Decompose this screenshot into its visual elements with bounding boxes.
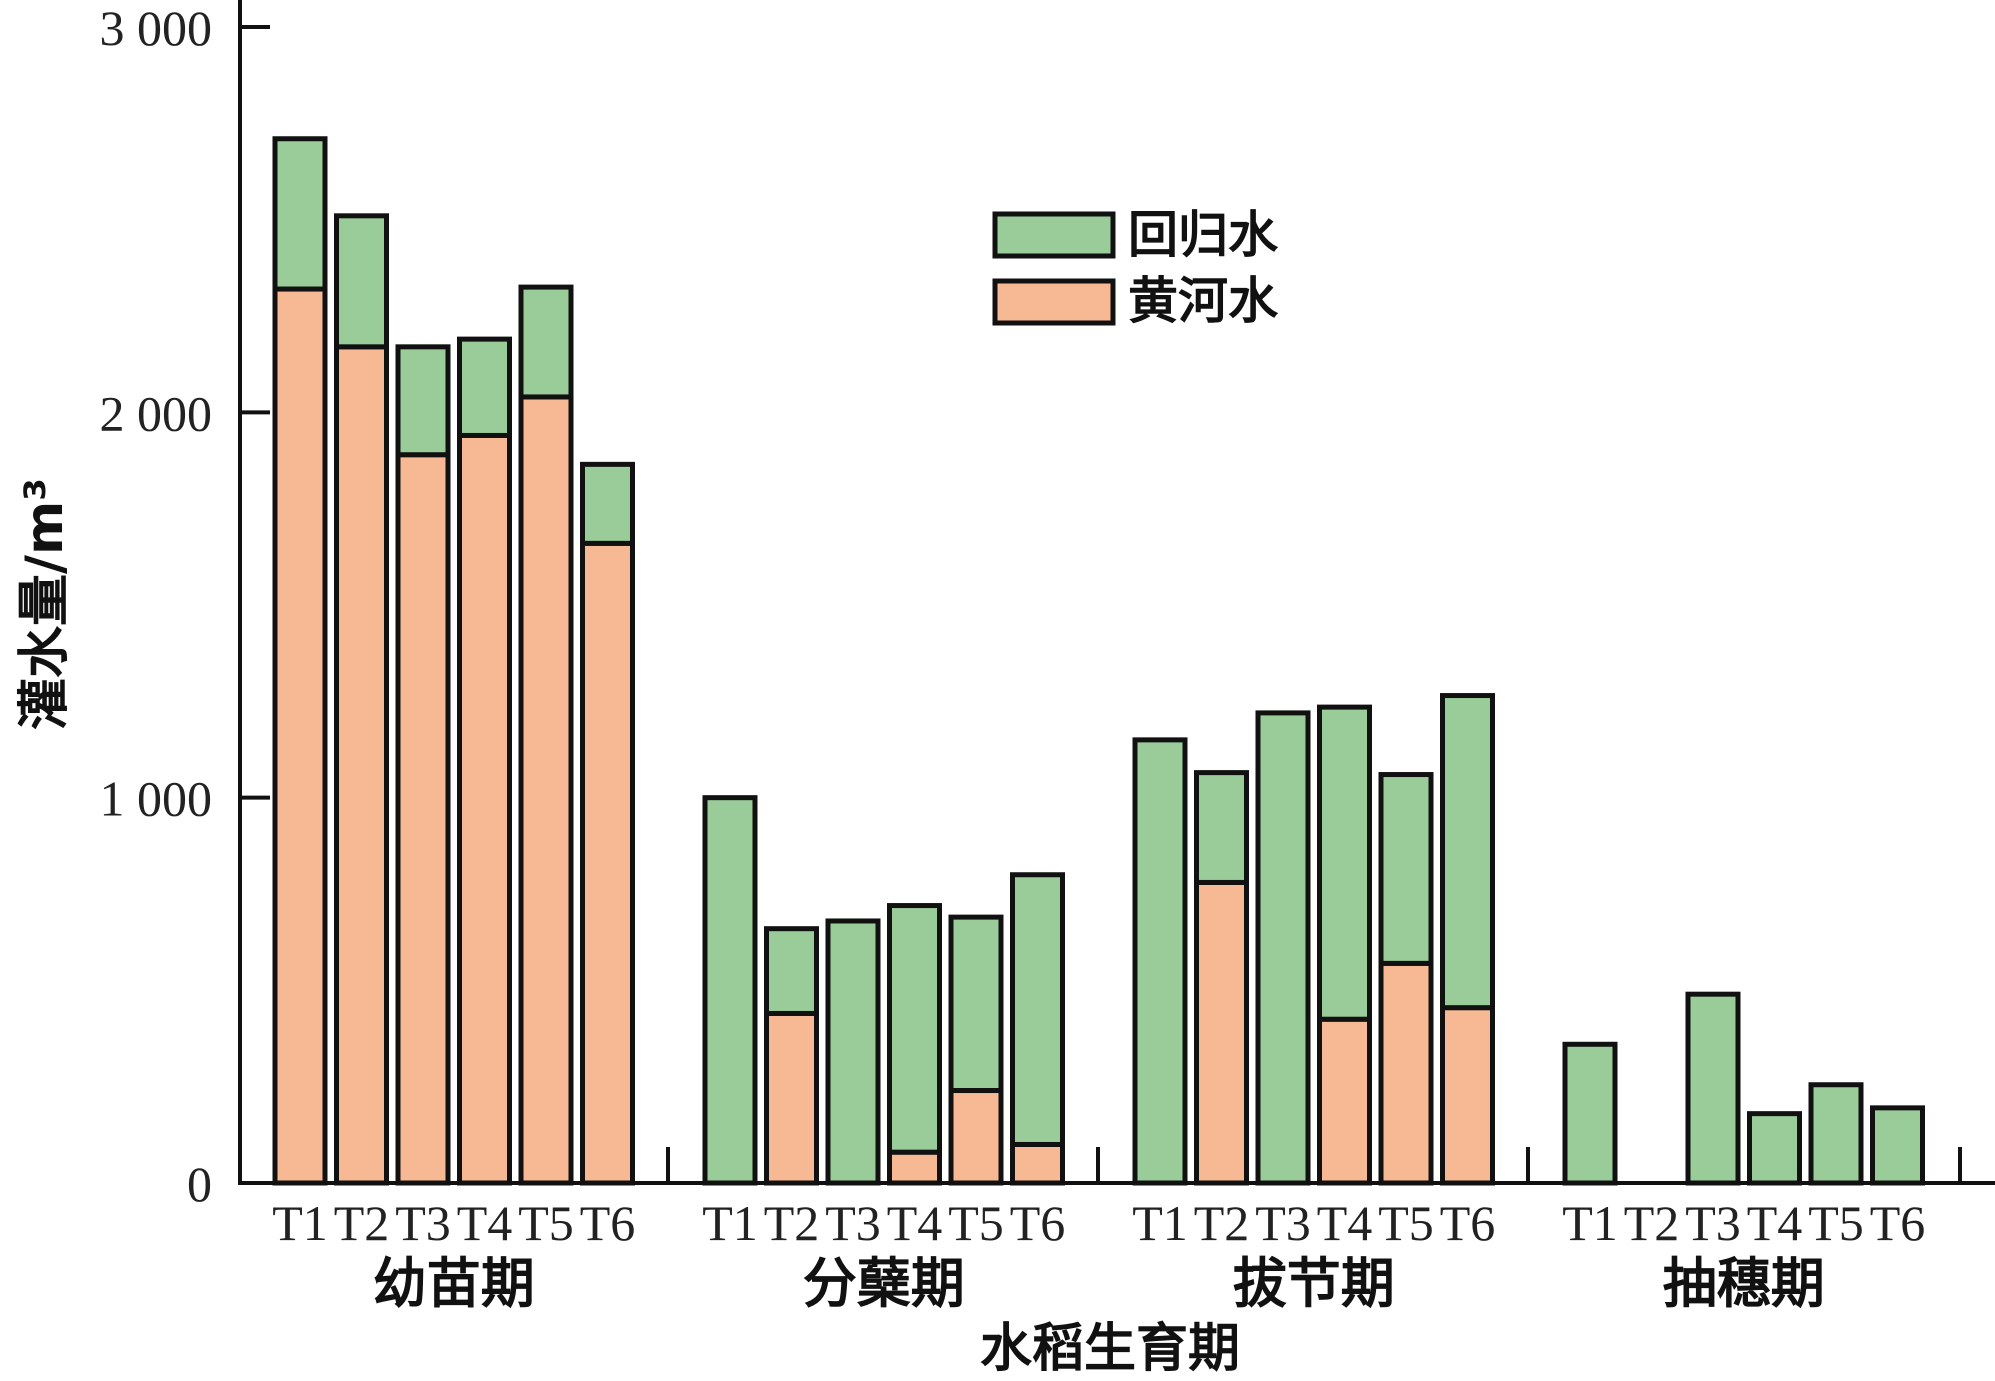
bar-3-t1-return-water xyxy=(1562,1041,1618,1186)
y-axis-title: 灌水量/m³ xyxy=(15,478,75,730)
bar-2-t5-yellow-river-water xyxy=(1378,960,1434,1186)
bar-0-t4-return-water xyxy=(457,336,512,438)
bar-0-t2-yellow-river-water xyxy=(334,344,389,1186)
bar-2-t4-return-water xyxy=(1317,704,1372,1022)
x-tick-label-1-t2: T2 xyxy=(764,1195,820,1251)
bar-2-t2-yellow-river-water xyxy=(1194,879,1249,1186)
x-tick-label-0-t2: T2 xyxy=(334,1195,390,1251)
bar-0-t4-yellow-river-water xyxy=(457,432,512,1186)
legend: 回归水 黄河水 xyxy=(992,206,1279,330)
x-tick-label-2-t4: T4 xyxy=(1317,1195,1373,1251)
bar-2-t5-return-water xyxy=(1378,772,1434,966)
group-label-1: 分蘖期 xyxy=(803,1252,965,1315)
x-tick-label-3-t4: T4 xyxy=(1747,1195,1803,1251)
bar-1-t5-yellow-river-water xyxy=(948,1088,1004,1186)
x-tick-label-0-t3: T3 xyxy=(395,1195,451,1251)
bar-0-t3-return-water xyxy=(395,344,451,458)
x-tick-label-1-t3: T3 xyxy=(825,1195,881,1251)
bar-0-t1-return-water xyxy=(272,136,328,292)
bar-3-t6-return-water xyxy=(1870,1105,1925,1186)
bar-0-t5-yellow-river-water xyxy=(518,394,574,1186)
x-tick-label-0-t6: T6 xyxy=(580,1195,636,1251)
bar-1-t6-yellow-river-water xyxy=(1010,1141,1065,1186)
bar-0-t3-yellow-river-water xyxy=(395,452,451,1186)
bar-1-t1-return-water xyxy=(702,795,758,1186)
legend-swatch-return-water xyxy=(992,211,1116,259)
bars-layer xyxy=(272,136,1925,1186)
bar-2-t3-return-water xyxy=(1255,710,1311,1186)
x-axis-title: 水稻生育期 xyxy=(980,1319,1240,1379)
bar-2-t2-return-water xyxy=(1194,770,1249,885)
bar-0-t2-return-water xyxy=(334,213,389,350)
x-tick-label-3-t6: T6 xyxy=(1870,1195,1926,1251)
legend-swatch-yellow-river-water xyxy=(992,278,1116,326)
legend-label-yellow-river-water: 黄河水 xyxy=(1128,272,1279,330)
group-label-3: 抽穗期 xyxy=(1663,1252,1825,1315)
bar-2-t6-return-water xyxy=(1440,693,1495,1011)
bar-1-t2-return-water xyxy=(764,926,819,1016)
bar-3-t5-return-water xyxy=(1808,1082,1864,1186)
bar-2-t4-yellow-river-water xyxy=(1317,1016,1372,1186)
x-tick-label-2-t5: T5 xyxy=(1378,1195,1434,1251)
bar-3-t3-return-water xyxy=(1685,991,1741,1186)
bar-2-t6-yellow-river-water xyxy=(1440,1005,1495,1186)
bar-0-t5-return-water xyxy=(518,284,574,400)
x-tick-label-1-t6: T6 xyxy=(1010,1195,1066,1251)
bar-1-t6-return-water xyxy=(1010,872,1065,1147)
x-tick-label-0-t1: T1 xyxy=(272,1195,328,1251)
x-tick-label-3-t2: T2 xyxy=(1624,1195,1680,1251)
group-label-0: 幼苗期 xyxy=(373,1252,535,1315)
y-tick-label-0: 0 xyxy=(187,1156,212,1212)
bar-1-t3-return-water xyxy=(825,918,881,1186)
x-tick-label-2-t1: T1 xyxy=(1132,1195,1188,1251)
bar-0-t1-yellow-river-water xyxy=(272,286,328,1186)
group-label-2: 拔节期 xyxy=(1233,1252,1395,1315)
x-tick-label-2-t3: T3 xyxy=(1255,1195,1311,1251)
legend-label-return-water: 回归水 xyxy=(1128,206,1279,264)
x-tick-label-0-t4: T4 xyxy=(457,1195,513,1251)
axes-layer xyxy=(238,0,1995,1185)
x-tick-label-3-t5: T5 xyxy=(1808,1195,1864,1251)
x-tick-label-2-t6: T6 xyxy=(1440,1195,1496,1251)
x-tick-label-3-t3: T3 xyxy=(1685,1195,1741,1251)
x-tick-label-1-t4: T4 xyxy=(887,1195,943,1251)
x-tick-label-1-t1: T1 xyxy=(702,1195,758,1251)
bar-0-t6-return-water xyxy=(580,461,635,546)
bar-1-t2-yellow-river-water xyxy=(764,1010,819,1186)
bar-1-t5-return-water xyxy=(948,914,1004,1094)
x-tick-label-3-t1: T1 xyxy=(1562,1195,1618,1251)
x-tick-label-1-t5: T5 xyxy=(948,1195,1004,1251)
y-tick-label-3: 3 000 xyxy=(100,0,213,56)
y-tick-label-1: 1 000 xyxy=(100,771,213,827)
x-tick-label-0-t5: T5 xyxy=(518,1195,574,1251)
y-tick-label-2: 2 000 xyxy=(100,385,213,441)
bar-1-t4-return-water xyxy=(887,903,942,1155)
bar-0-t6-yellow-river-water xyxy=(580,540,635,1186)
bar-3-t4-return-water xyxy=(1747,1111,1802,1186)
x-tick-label-2-t2: T2 xyxy=(1194,1195,1250,1251)
bar-2-t1-return-water xyxy=(1132,737,1188,1186)
bar-1-t4-yellow-river-water xyxy=(887,1149,942,1186)
